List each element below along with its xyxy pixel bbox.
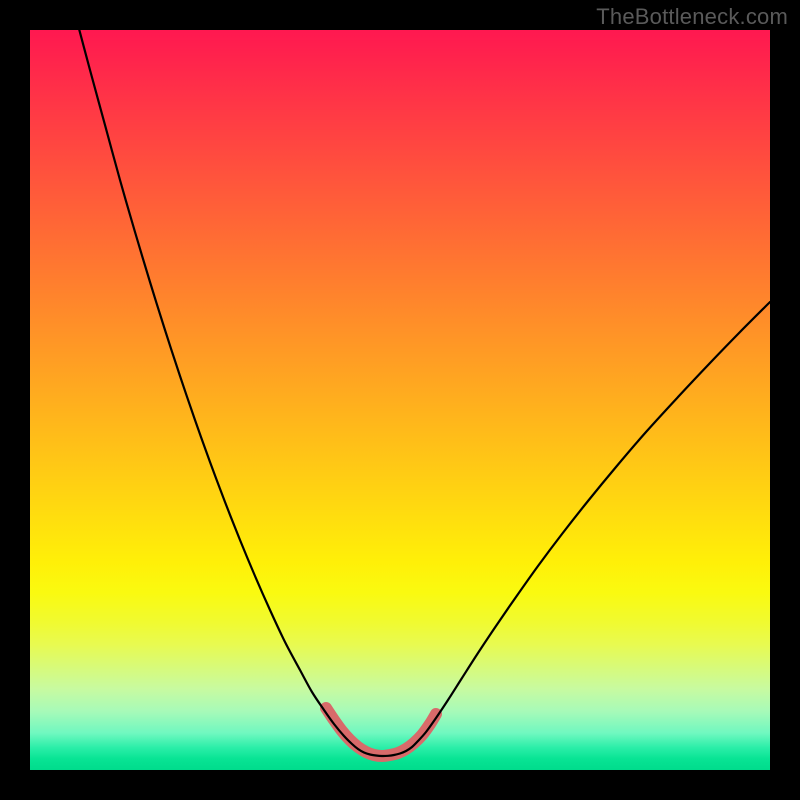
watermark-text: TheBottleneck.com <box>596 4 788 30</box>
bottleneck-curve <box>78 30 770 756</box>
curve-svg <box>30 30 770 770</box>
plot-gradient-area <box>30 30 770 770</box>
valley-highlight-curve <box>326 708 436 756</box>
